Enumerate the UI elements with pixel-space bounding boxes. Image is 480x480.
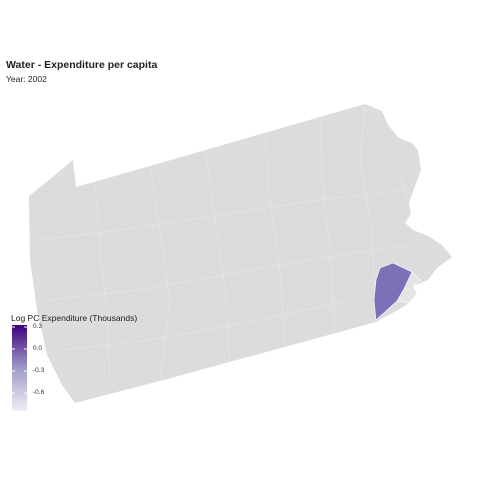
legend-tick-label: 0.3 — [33, 323, 43, 330]
county-neighbor — [396, 271, 421, 304]
county-borders — [34, 103, 411, 391]
map-subtitle: Year: 2002 — [6, 74, 47, 84]
map-title: Water - Expenditure per capita — [6, 59, 158, 71]
legend-tick-label: -0.6 — [33, 389, 45, 396]
state-shape — [29, 104, 452, 403]
legend-tick-label: -0.3 — [33, 367, 45, 374]
legend-title: Log PC Expenditure (Thousands) — [11, 313, 138, 323]
legend-tick-label: 0.0 — [33, 345, 43, 352]
legend-colorbar — [12, 325, 27, 411]
